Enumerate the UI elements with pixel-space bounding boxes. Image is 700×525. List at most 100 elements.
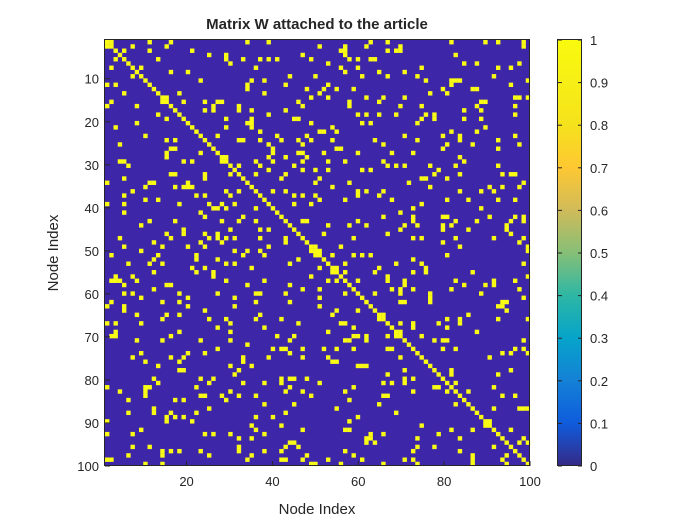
heatmap-cell	[496, 146, 501, 151]
heatmap-cell	[347, 57, 352, 62]
heatmap-cell	[109, 40, 114, 45]
heatmap-cell	[453, 52, 458, 58]
heatmap-cell	[411, 376, 416, 381]
heatmap-cell	[521, 406, 526, 411]
heatmap-cell	[343, 159, 348, 164]
heatmap-cell	[402, 133, 407, 139]
heatmap-cell	[334, 265, 339, 271]
heatmap-cell	[122, 282, 127, 288]
heatmap-cell	[381, 312, 386, 318]
heatmap-cell	[381, 189, 386, 194]
heatmap-cell	[109, 457, 114, 462]
heatmap-cell	[211, 108, 216, 113]
heatmap-cell	[228, 431, 233, 437]
heatmap-cell	[372, 308, 378, 313]
heatmap-cell	[241, 359, 246, 364]
heatmap-cell	[151, 257, 157, 262]
heatmap-cell	[198, 78, 203, 83]
heatmap-cell	[496, 372, 501, 377]
heatmap-cell	[143, 359, 148, 364]
heatmap-cell	[236, 436, 242, 441]
heatmap-cell	[207, 406, 212, 411]
heatmap-cell	[224, 155, 229, 160]
heatmap-cell	[445, 253, 450, 258]
heatmap-cell	[283, 346, 288, 352]
heatmap-cell	[304, 240, 310, 245]
heatmap-cell	[270, 159, 276, 164]
heatmap-cell	[351, 346, 356, 352]
x-axis-label: Node Index	[279, 501, 356, 518]
heatmap-cell	[398, 210, 403, 215]
heatmap-cell	[292, 333, 297, 339]
y-tick-label: 20	[85, 115, 99, 130]
heatmap-cell	[113, 274, 118, 279]
heatmap-cell	[164, 231, 169, 237]
heatmap-cell	[258, 137, 263, 143]
heatmap-cell	[355, 112, 361, 117]
heatmap-cell	[270, 206, 276, 211]
heatmap-cell	[241, 176, 246, 181]
heatmap-cell	[415, 444, 420, 450]
heatmap-cell	[215, 325, 220, 330]
heatmap-cell	[262, 197, 267, 203]
heatmap-cell	[334, 406, 339, 411]
heatmap-cell	[287, 385, 293, 390]
heatmap-cell	[364, 363, 369, 369]
heatmap-cell	[377, 193, 382, 198]
heatmap-cell	[466, 227, 471, 232]
heatmap-cell	[385, 278, 390, 283]
heatmap-cell	[513, 95, 518, 100]
heatmap-cell	[117, 52, 123, 58]
heatmap-cell	[487, 419, 492, 424]
heatmap-cell	[423, 359, 429, 364]
heatmap-cell	[143, 78, 148, 83]
heatmap-cell	[330, 312, 335, 318]
heatmap-cell	[139, 321, 144, 326]
heatmap-cell	[326, 95, 331, 100]
heatmap-cell	[309, 393, 314, 398]
heatmap-cell	[440, 346, 446, 352]
heatmap-cell	[419, 103, 424, 109]
heatmap-cell	[258, 163, 263, 168]
heatmap-cell	[300, 457, 305, 462]
heatmap-cell	[109, 333, 114, 339]
colorbar-tick-label: 0.1	[590, 416, 608, 431]
heatmap-cell	[470, 142, 475, 147]
heatmap-cell	[194, 270, 199, 275]
heatmap-cell	[130, 74, 135, 79]
heatmap-cell	[258, 248, 263, 254]
heatmap-cell	[317, 248, 322, 254]
heatmap-cell	[508, 350, 514, 356]
heatmap-cell	[385, 321, 390, 326]
heatmap-cell	[402, 368, 407, 373]
heatmap-cell	[487, 184, 492, 190]
heatmap-cell	[517, 453, 522, 458]
heatmap-cell	[474, 103, 480, 109]
heatmap-cell	[253, 316, 259, 322]
heatmap-cell	[283, 457, 288, 462]
heatmap-cell	[109, 65, 114, 70]
heatmap-cell	[147, 40, 152, 45]
heatmap-cell	[279, 423, 284, 428]
heatmap-cell	[445, 176, 450, 181]
heatmap-cell	[177, 112, 182, 117]
heatmap-cell	[270, 189, 276, 194]
heatmap-cell	[389, 346, 395, 352]
heatmap-cell	[508, 172, 514, 177]
heatmap-cell	[241, 57, 246, 62]
heatmap-cell	[151, 270, 157, 275]
heatmap-cell	[381, 431, 386, 437]
heatmap-cell	[398, 44, 403, 49]
heatmap-cell	[432, 112, 437, 117]
heatmap-cell	[105, 201, 110, 207]
heatmap-cell	[147, 180, 152, 185]
y-tick-label: 30	[85, 158, 99, 173]
heatmap-cell	[156, 363, 161, 369]
heatmap-cell	[198, 150, 203, 156]
heatmap-cell	[279, 214, 284, 220]
heatmap-cell	[253, 393, 259, 398]
heatmap-cell	[211, 376, 216, 381]
heatmap-cell	[300, 427, 305, 433]
y-tick-label: 60	[85, 287, 99, 302]
heatmap-cell	[487, 214, 492, 220]
